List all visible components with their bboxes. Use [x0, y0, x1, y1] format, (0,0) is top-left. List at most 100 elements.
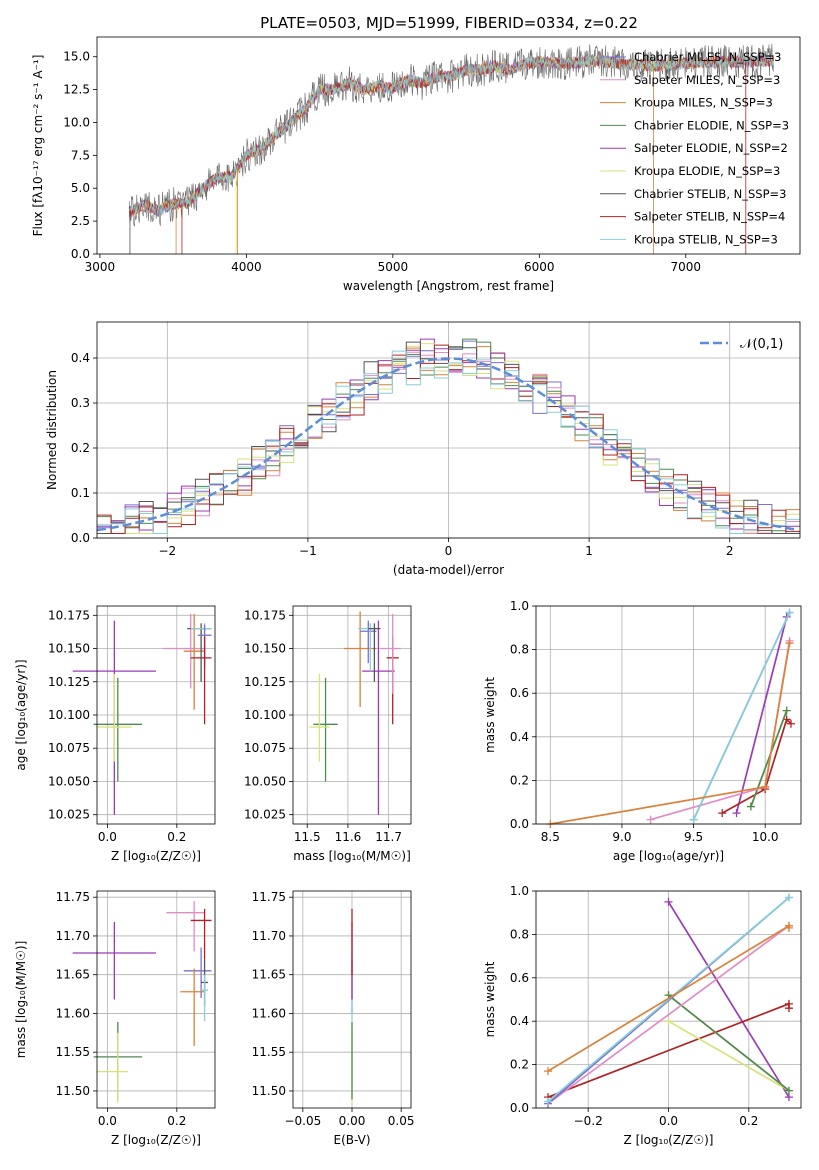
axes-frame	[292, 890, 412, 1109]
y-tick-label: 10.050	[244, 774, 286, 788]
x-tick-label: 0.0	[98, 830, 117, 844]
y-tick-label: 0.2	[510, 1058, 529, 1072]
grid-lines	[97, 891, 215, 1108]
x-tick-label: 0.2	[739, 1114, 758, 1128]
axes-frame	[292, 605, 412, 825]
residual-histogram-panel: −2 −1 0 1 2 0.0 0.1 0.2 0.3 0.4 (data-model)/error…	[45, 321, 801, 577]
y-tick-label: 0.2	[71, 441, 90, 455]
y-axis-label: mass weight	[483, 677, 497, 753]
weight-point-marker	[544, 1067, 553, 1076]
y-tick-label: 10.050	[48, 774, 90, 788]
x-tick-label: 9.5	[684, 830, 703, 844]
weight-point-marker	[732, 809, 741, 818]
legend-label: Kroupa ELODIE, N_SSP=3	[634, 164, 780, 178]
x-tick-label: −1	[299, 544, 317, 558]
y-tick-label: 0.4	[71, 351, 90, 365]
y-tick-label: 0.0	[71, 531, 90, 545]
weight-point-marker	[718, 809, 727, 818]
plot-area	[128, 43, 774, 254]
x-axis-label: Z [log₁₀(Z/Z☉)]	[624, 1133, 714, 1147]
y-tick-label: 7.5	[71, 148, 90, 162]
plot-area	[546, 608, 795, 828]
y-tick-label: 10.025	[244, 808, 286, 822]
ticks: 8.5 9.0 9.5 10.0 0.0 0.2 0.4 0.6 0.8 1.0	[510, 599, 779, 844]
x-tick-label: 0.00	[339, 1114, 366, 1128]
y-axis-label: Normed distribution	[45, 370, 59, 490]
plot-area	[96, 338, 800, 534]
x-tick-label: −0.05	[284, 1114, 321, 1128]
spectrum-series-line	[128, 43, 774, 227]
weight-series-line	[667, 994, 790, 1092]
y-tick-label: 10.0	[63, 115, 90, 129]
y-tick-label: 11.60	[56, 1006, 90, 1020]
y-tick-label: 0.4	[510, 730, 529, 744]
y-axis-label: Flux [fλ10⁻¹⁷ erg cm⁻² s⁻¹ A⁻¹]	[31, 55, 45, 237]
legend: Chabrier MILES, N_SSP=3 Salpeter MILES, N…	[600, 50, 789, 246]
y-tick-label: 10.175	[244, 608, 286, 622]
y-tick-label: 0.8	[510, 927, 529, 941]
y-tick-label: 11.70	[252, 929, 286, 943]
weight-point-marker	[784, 893, 793, 902]
y-tick-label: 0.8	[510, 643, 529, 657]
x-tick-label: 0.0	[98, 1114, 117, 1128]
axes-frame	[535, 605, 802, 825]
weight-series-line	[735, 616, 788, 814]
axes-frame	[535, 890, 802, 1109]
spectrum-panel: 3000 4000 5000 6000 7000 0.0 2.5 5.0 7.5 10.0 12.5…	[31, 36, 801, 293]
normal-reference-curve	[96, 357, 798, 532]
x-tick-label: 7000	[670, 260, 701, 274]
ticks: 11.5 11.6 11.7 10.025 10.050 10.075 10.100 10.1…	[244, 608, 402, 844]
y-tick-label: 10.100	[48, 708, 90, 722]
spectrum-series-line	[129, 54, 774, 216]
y-tick-label: 11.50	[252, 1084, 286, 1098]
age-vs-mass-panel: 11.5 11.6 11.7 10.025 10.050 10.075 10.100 10.1…	[244, 605, 412, 863]
axes-frame	[96, 321, 801, 539]
legend-label: Salpeter MILES, N_SSP=3	[634, 73, 780, 87]
weight-vs-age-panel: 8.5 9.0 9.5 10.0 0.0 0.2 0.4 0.6 0.8 1.0 age [log₁…	[483, 599, 802, 863]
weight-point-marker	[544, 1097, 553, 1106]
x-tick-label: 6000	[524, 260, 555, 274]
weight-point-marker	[689, 815, 698, 824]
x-axis-label: age [log₁₀(age/yr)]	[613, 849, 724, 863]
y-tick-label: 11.75	[56, 890, 90, 904]
ticks: 0.0 0.2 10.025 10.050 10.075 10.100 10.125 10.1…	[48, 608, 186, 844]
y-tick-label: 10.175	[48, 608, 90, 622]
x-tick-label: 11.5	[294, 830, 321, 844]
x-tick-label: 10.0	[752, 830, 779, 844]
mass-vs-metallicity-panel: 0.0 0.2 11.50 11.55 11.60 11.65 11.70 11.75 Z [l…	[14, 890, 216, 1147]
legend-label: Chabrier STELIB, N_SSP=3	[634, 187, 786, 201]
ticks: −2 −1 0 1 2 0.0 0.1 0.2 0.3 0.4	[71, 351, 734, 558]
x-tick-label: 11.6	[335, 830, 362, 844]
legend-label: 𝒩(0,1)	[740, 337, 783, 352]
weight-series-line	[550, 642, 791, 825]
ticks: −0.2 0.0 0.2 0.0 0.2 0.4 0.6 0.8 1.0	[510, 884, 758, 1128]
weight-point-marker	[664, 1017, 673, 1026]
axes-frame	[96, 890, 216, 1109]
x-axis-label: wavelength [Angstrom, rest frame]	[343, 279, 554, 293]
y-tick-label: 10.150	[244, 642, 286, 656]
plot-area	[309, 611, 401, 815]
y-tick-label: 12.5	[63, 83, 90, 97]
y-tick-label: 11.50	[56, 1084, 90, 1098]
y-tick-label: 0.6	[510, 971, 529, 985]
weight-point-marker	[785, 608, 794, 617]
y-tick-label: 0.2	[510, 773, 529, 787]
y-tick-label: 11.75	[252, 890, 286, 904]
x-tick-label: 0.05	[388, 1114, 415, 1128]
weight-point-marker	[746, 802, 755, 811]
x-tick-label: 2	[726, 544, 734, 558]
y-tick-label: 0.0	[510, 817, 529, 831]
x-tick-label: 0.0	[659, 1114, 678, 1128]
y-tick-label: 1.0	[510, 599, 529, 613]
x-tick-label: 8.5	[541, 830, 560, 844]
y-tick-label: 10.100	[244, 708, 286, 722]
legend-label: Kroupa MILES, N_SSP=3	[634, 96, 773, 110]
y-tick-label: 0.1	[71, 486, 90, 500]
age-vs-metallicity-panel: 0.0 0.2 10.025 10.050 10.075 10.100 10.125 10.1…	[14, 605, 216, 863]
y-tick-label: 11.55	[56, 1045, 90, 1059]
x-tick-label: 3000	[85, 260, 116, 274]
x-tick-label: −2	[158, 544, 176, 558]
weight-point-marker	[784, 1086, 793, 1095]
y-tick-label: 0.3	[71, 396, 90, 410]
